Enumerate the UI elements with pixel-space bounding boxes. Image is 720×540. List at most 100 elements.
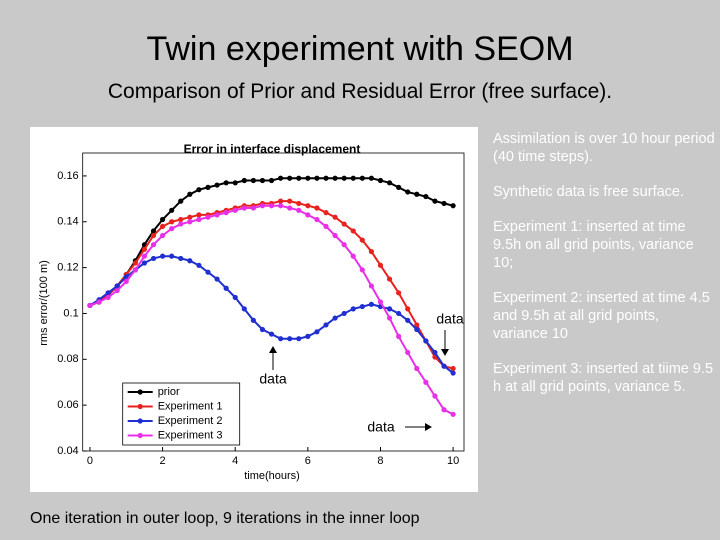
marker bbox=[341, 310, 347, 317]
note: Synthetic data is free surface. bbox=[493, 184, 685, 200]
marker bbox=[232, 180, 238, 186]
marker bbox=[323, 322, 329, 328]
marker bbox=[150, 228, 157, 234]
marker bbox=[405, 317, 411, 323]
marker bbox=[287, 198, 293, 204]
marker bbox=[187, 191, 193, 197]
marker bbox=[405, 349, 411, 356]
annotation: data bbox=[259, 371, 286, 387]
marker bbox=[114, 283, 120, 289]
marker bbox=[377, 262, 384, 268]
marker bbox=[250, 317, 256, 323]
marker bbox=[368, 283, 374, 289]
marker bbox=[105, 290, 111, 296]
x-tick-label: 6 bbox=[305, 455, 311, 467]
y-tick-label: 0.12 bbox=[57, 262, 78, 274]
note: Experiment 2: inserted at time 4.5 and 9… bbox=[493, 290, 710, 342]
marker bbox=[305, 203, 311, 209]
marker bbox=[223, 285, 229, 291]
marker bbox=[441, 200, 447, 207]
marker bbox=[359, 303, 365, 310]
legend-marker bbox=[137, 389, 143, 395]
marker bbox=[278, 203, 284, 209]
marker bbox=[314, 175, 320, 181]
marker bbox=[241, 306, 247, 312]
marker bbox=[150, 242, 157, 248]
marker bbox=[314, 329, 320, 335]
x-tick-label: 8 bbox=[377, 455, 383, 467]
marker bbox=[368, 301, 374, 307]
legend-marker bbox=[137, 403, 143, 410]
chart-title: Error in interface displacement bbox=[184, 142, 361, 156]
marker bbox=[141, 253, 148, 259]
marker bbox=[396, 184, 402, 190]
marker bbox=[350, 228, 356, 234]
marker bbox=[159, 216, 166, 223]
marker bbox=[423, 379, 429, 385]
marker bbox=[114, 287, 120, 294]
chart-background bbox=[30, 127, 478, 492]
marker bbox=[123, 278, 129, 284]
marker bbox=[196, 262, 202, 268]
marker bbox=[332, 214, 338, 220]
y-axis-label: rms error/(100 m) bbox=[38, 260, 50, 346]
marker bbox=[278, 336, 284, 342]
marker bbox=[305, 333, 311, 339]
marker bbox=[405, 306, 411, 312]
marker bbox=[386, 306, 393, 312]
marker bbox=[296, 207, 302, 213]
marker bbox=[341, 242, 347, 248]
marker bbox=[278, 198, 284, 204]
marker bbox=[169, 219, 175, 225]
marker bbox=[232, 207, 238, 213]
marker bbox=[250, 205, 256, 211]
marker bbox=[332, 232, 338, 239]
marker bbox=[205, 214, 211, 220]
marker bbox=[232, 294, 238, 301]
marker bbox=[314, 216, 320, 223]
marker bbox=[287, 336, 293, 342]
marker bbox=[96, 299, 102, 305]
marker bbox=[405, 189, 411, 195]
marker bbox=[268, 331, 275, 337]
marker bbox=[259, 203, 266, 209]
notes: Assimilation is over 10 hour period (40 … bbox=[493, 130, 715, 413]
note: Assimilation is over 10 hour period (40 … bbox=[493, 131, 715, 165]
marker bbox=[368, 175, 374, 181]
legend-marker bbox=[137, 432, 143, 439]
marker bbox=[268, 177, 275, 184]
marker bbox=[441, 407, 447, 413]
marker bbox=[432, 198, 438, 204]
marker bbox=[87, 302, 93, 309]
x-tick-label: 10 bbox=[447, 455, 459, 467]
x-tick-label: 4 bbox=[232, 455, 238, 467]
marker bbox=[350, 253, 356, 259]
marker bbox=[259, 326, 266, 333]
arrowhead bbox=[425, 423, 432, 431]
marker bbox=[159, 223, 166, 229]
marker bbox=[423, 338, 429, 344]
marker bbox=[332, 175, 338, 181]
x-tick-label: 2 bbox=[160, 455, 166, 467]
marker bbox=[287, 205, 293, 211]
marker bbox=[241, 177, 247, 184]
marker bbox=[296, 336, 302, 342]
marker bbox=[132, 267, 138, 273]
marker bbox=[314, 205, 320, 211]
marker bbox=[359, 267, 365, 273]
marker bbox=[205, 269, 211, 275]
marker bbox=[187, 219, 193, 225]
marker bbox=[141, 246, 148, 252]
legend-label: Experiment 2 bbox=[158, 415, 223, 427]
marker bbox=[123, 274, 129, 280]
marker bbox=[187, 214, 193, 220]
marker bbox=[223, 210, 229, 216]
slide-subtitle: Comparison of Prior and Residual Error (… bbox=[107, 80, 613, 103]
marker bbox=[178, 221, 184, 227]
slide-title: Twin experiment with SEOM bbox=[146, 30, 574, 68]
marker bbox=[259, 177, 266, 184]
plot-frame bbox=[82, 152, 465, 452]
marker bbox=[214, 276, 220, 282]
marker bbox=[414, 365, 420, 372]
